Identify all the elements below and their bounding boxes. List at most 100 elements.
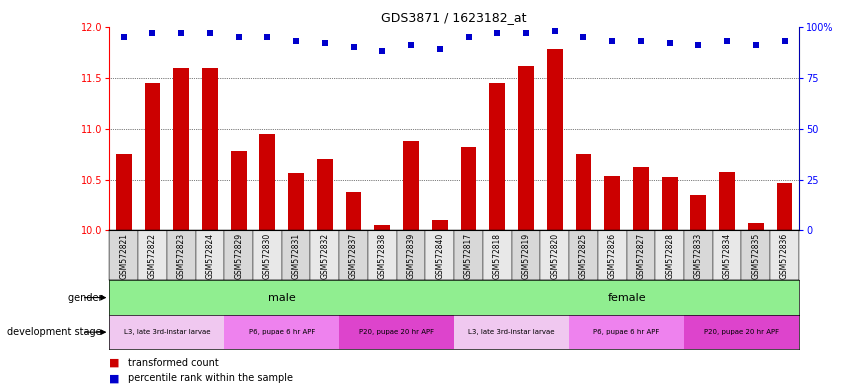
Point — [117, 34, 130, 40]
Bar — [109, 280, 454, 315]
Text: GSM572833: GSM572833 — [694, 233, 703, 279]
Text: transformed count: transformed count — [128, 358, 219, 368]
Text: P6, pupae 6 hr APF: P6, pupae 6 hr APF — [594, 329, 659, 335]
Point — [462, 34, 475, 40]
Text: GSM572822: GSM572822 — [148, 233, 157, 279]
Bar — [403, 141, 419, 230]
Bar — [633, 167, 648, 230]
Bar — [627, 230, 655, 280]
Text: GSM572827: GSM572827 — [637, 233, 645, 279]
Bar — [605, 177, 620, 230]
Text: GSM572830: GSM572830 — [263, 233, 272, 279]
Bar — [569, 315, 684, 349]
Bar — [454, 315, 569, 349]
Text: GSM572836: GSM572836 — [780, 233, 789, 279]
Bar — [777, 182, 792, 230]
Text: percentile rank within the sample: percentile rank within the sample — [128, 373, 293, 383]
Text: gender: gender — [67, 293, 105, 303]
Point — [749, 42, 763, 48]
Point — [490, 30, 504, 36]
Text: L3, late 3rd-instar larvae: L3, late 3rd-instar larvae — [468, 329, 555, 335]
Text: GSM572840: GSM572840 — [436, 233, 444, 279]
Text: development stage: development stage — [8, 327, 105, 337]
Text: ■: ■ — [109, 358, 124, 368]
Bar — [116, 154, 131, 230]
Bar — [368, 230, 397, 280]
Bar — [397, 230, 426, 280]
Bar — [288, 174, 304, 230]
Bar — [282, 230, 310, 280]
Bar — [339, 315, 454, 349]
Point — [318, 40, 331, 46]
Text: GSM572829: GSM572829 — [234, 233, 243, 279]
Point — [433, 46, 447, 52]
Point — [663, 40, 676, 46]
Bar — [202, 68, 218, 230]
Point — [232, 34, 246, 40]
Text: GSM572832: GSM572832 — [320, 233, 330, 279]
Bar — [225, 315, 339, 349]
Text: GSM572831: GSM572831 — [292, 233, 300, 279]
Bar — [317, 159, 333, 230]
Text: GSM572837: GSM572837 — [349, 233, 358, 279]
Text: P20, pupae 20 hr APF: P20, pupae 20 hr APF — [704, 329, 779, 335]
Point — [174, 30, 188, 36]
Bar — [260, 134, 275, 230]
Bar — [225, 230, 253, 280]
Text: GSM572825: GSM572825 — [579, 233, 588, 279]
Bar — [167, 230, 195, 280]
Point — [721, 38, 734, 44]
Point — [519, 30, 532, 36]
Point — [289, 38, 303, 44]
Text: GSM572826: GSM572826 — [608, 233, 616, 279]
Bar — [310, 230, 339, 280]
Bar — [109, 230, 138, 280]
Text: female: female — [607, 293, 646, 303]
Text: P6, pupae 6 hr APF: P6, pupae 6 hr APF — [249, 329, 315, 335]
Bar — [426, 230, 454, 280]
Point — [691, 42, 705, 48]
Bar — [662, 177, 678, 230]
Bar — [461, 147, 476, 230]
Point — [606, 38, 619, 44]
Bar — [655, 230, 684, 280]
Bar — [483, 230, 511, 280]
Text: L3, late 3rd-instar larvae: L3, late 3rd-instar larvae — [124, 329, 210, 335]
Bar — [432, 220, 447, 230]
Bar — [109, 315, 225, 349]
Text: GSM572821: GSM572821 — [119, 233, 128, 279]
Text: GSM572818: GSM572818 — [493, 233, 502, 279]
Text: GSM572828: GSM572828 — [665, 233, 674, 279]
Point — [548, 28, 562, 34]
Text: P20, pupae 20 hr APF: P20, pupae 20 hr APF — [359, 329, 434, 335]
Bar — [195, 230, 225, 280]
Text: GSM572817: GSM572817 — [464, 233, 473, 279]
Bar — [719, 172, 735, 230]
Bar — [575, 154, 591, 230]
Text: GSM572820: GSM572820 — [550, 233, 559, 279]
Text: GSM572834: GSM572834 — [722, 233, 732, 279]
Bar — [770, 230, 799, 280]
Bar — [230, 151, 246, 230]
Bar — [748, 223, 764, 230]
Point — [405, 42, 418, 48]
Text: GSM572823: GSM572823 — [177, 233, 186, 279]
Point — [634, 38, 648, 44]
Bar — [742, 230, 770, 280]
Bar — [339, 230, 368, 280]
Bar — [454, 230, 483, 280]
Point — [204, 30, 217, 36]
Text: ■: ■ — [109, 373, 124, 383]
Point — [145, 30, 159, 36]
Text: GSM572835: GSM572835 — [751, 233, 760, 279]
Point — [376, 48, 389, 55]
Bar — [684, 230, 712, 280]
Bar — [374, 225, 390, 230]
Bar — [684, 315, 799, 349]
Text: male: male — [268, 293, 295, 303]
Bar — [489, 83, 505, 230]
Bar — [547, 49, 563, 230]
Bar — [569, 230, 598, 280]
Bar — [598, 230, 627, 280]
Point — [577, 34, 590, 40]
